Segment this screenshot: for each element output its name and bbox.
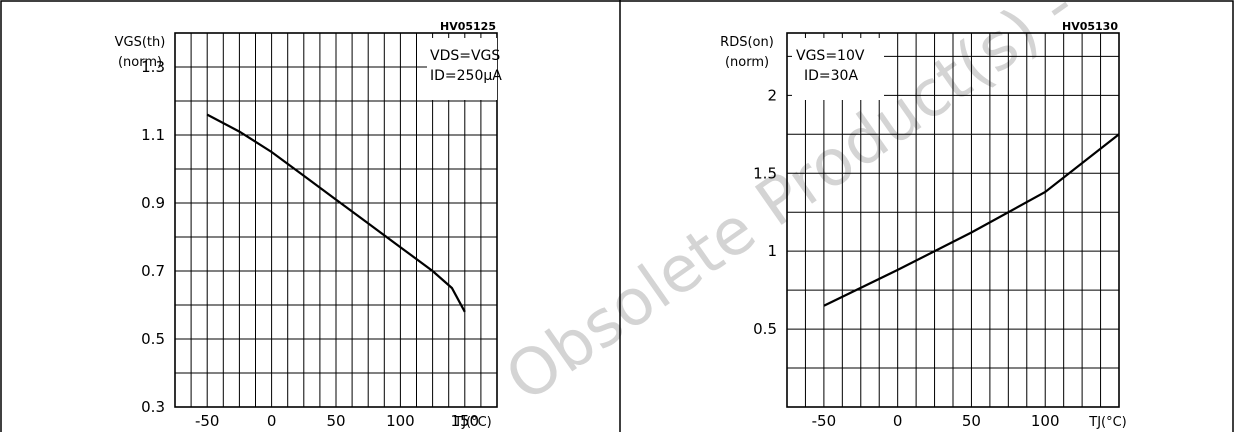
y-tick-labels: 0.5 1 1.5 2 <box>753 86 777 338</box>
x-tick-label: 50 <box>326 412 345 430</box>
plot-frame <box>174 32 498 408</box>
x-tick-label: 150 <box>450 412 479 430</box>
annotation-vgs: VGS=10V <box>796 48 865 64</box>
y-tick-label: 2 <box>767 86 777 104</box>
y-tick-label: 0.3 <box>141 398 165 416</box>
figure-code: HV05130 <box>1062 20 1118 33</box>
x-tick-label: 100 <box>1031 412 1060 430</box>
y-tick-label: 1 <box>767 242 777 260</box>
x-tick-label: -50 <box>812 412 837 430</box>
chart-rds-on: 0.5 1 1.5 2 -50 0 50 100 HV05130 RDS(on) (norm… <box>720 20 1127 430</box>
figure-code: HV05125 <box>440 20 496 33</box>
chart-vgs-threshold: 0.30.50.70.91.11.3 -50 0 50 100 150 HV05125 … <box>115 20 503 430</box>
x-tick-label: 0 <box>267 412 277 430</box>
y-tick-labels: 0.3 0.5 0.7 0.9 1.1 1.3 <box>141 58 165 416</box>
x-axis-label: TJ(°C) <box>453 415 492 430</box>
series-line <box>206 113 466 313</box>
y-tick-label: 0.7 <box>141 262 165 280</box>
plot-frame <box>786 32 1120 408</box>
y-tick-label: 1.3 <box>141 58 165 76</box>
y-axis-label: RDS(on) <box>720 35 774 50</box>
annotation-id: ID=30A <box>804 68 858 84</box>
x-tick-label: 50 <box>962 412 981 430</box>
annotation-id: ID=250µA <box>430 68 502 84</box>
y-tick-label: 1.1 <box>141 126 165 144</box>
x-tick-label: -50 <box>195 412 220 430</box>
x-tick-label: 0 <box>893 412 903 430</box>
annotation-box <box>792 38 884 100</box>
x-tick-labels: -50 0 50 100 <box>812 412 1060 430</box>
x-axis-label: TJ(°C) <box>1088 415 1127 430</box>
x-tick-labels: -50 0 50 100 150 <box>195 412 479 430</box>
y-tick-label: 0.5 <box>753 320 777 338</box>
y-axis-unit: (norm) <box>725 55 769 70</box>
annotation-vds: VDS=VGS <box>430 48 500 64</box>
y-tick-label: 0.5 <box>141 330 165 348</box>
y-tick-label: 0.9 <box>141 194 165 212</box>
y-axis-unit: (norm) <box>118 55 162 70</box>
x-tick-label: 100 <box>386 412 415 430</box>
series-line <box>823 133 1120 307</box>
y-tick-label: 1.5 <box>753 164 777 182</box>
annotation-box <box>427 38 497 100</box>
y-axis-label: VGS(th) <box>115 35 166 50</box>
